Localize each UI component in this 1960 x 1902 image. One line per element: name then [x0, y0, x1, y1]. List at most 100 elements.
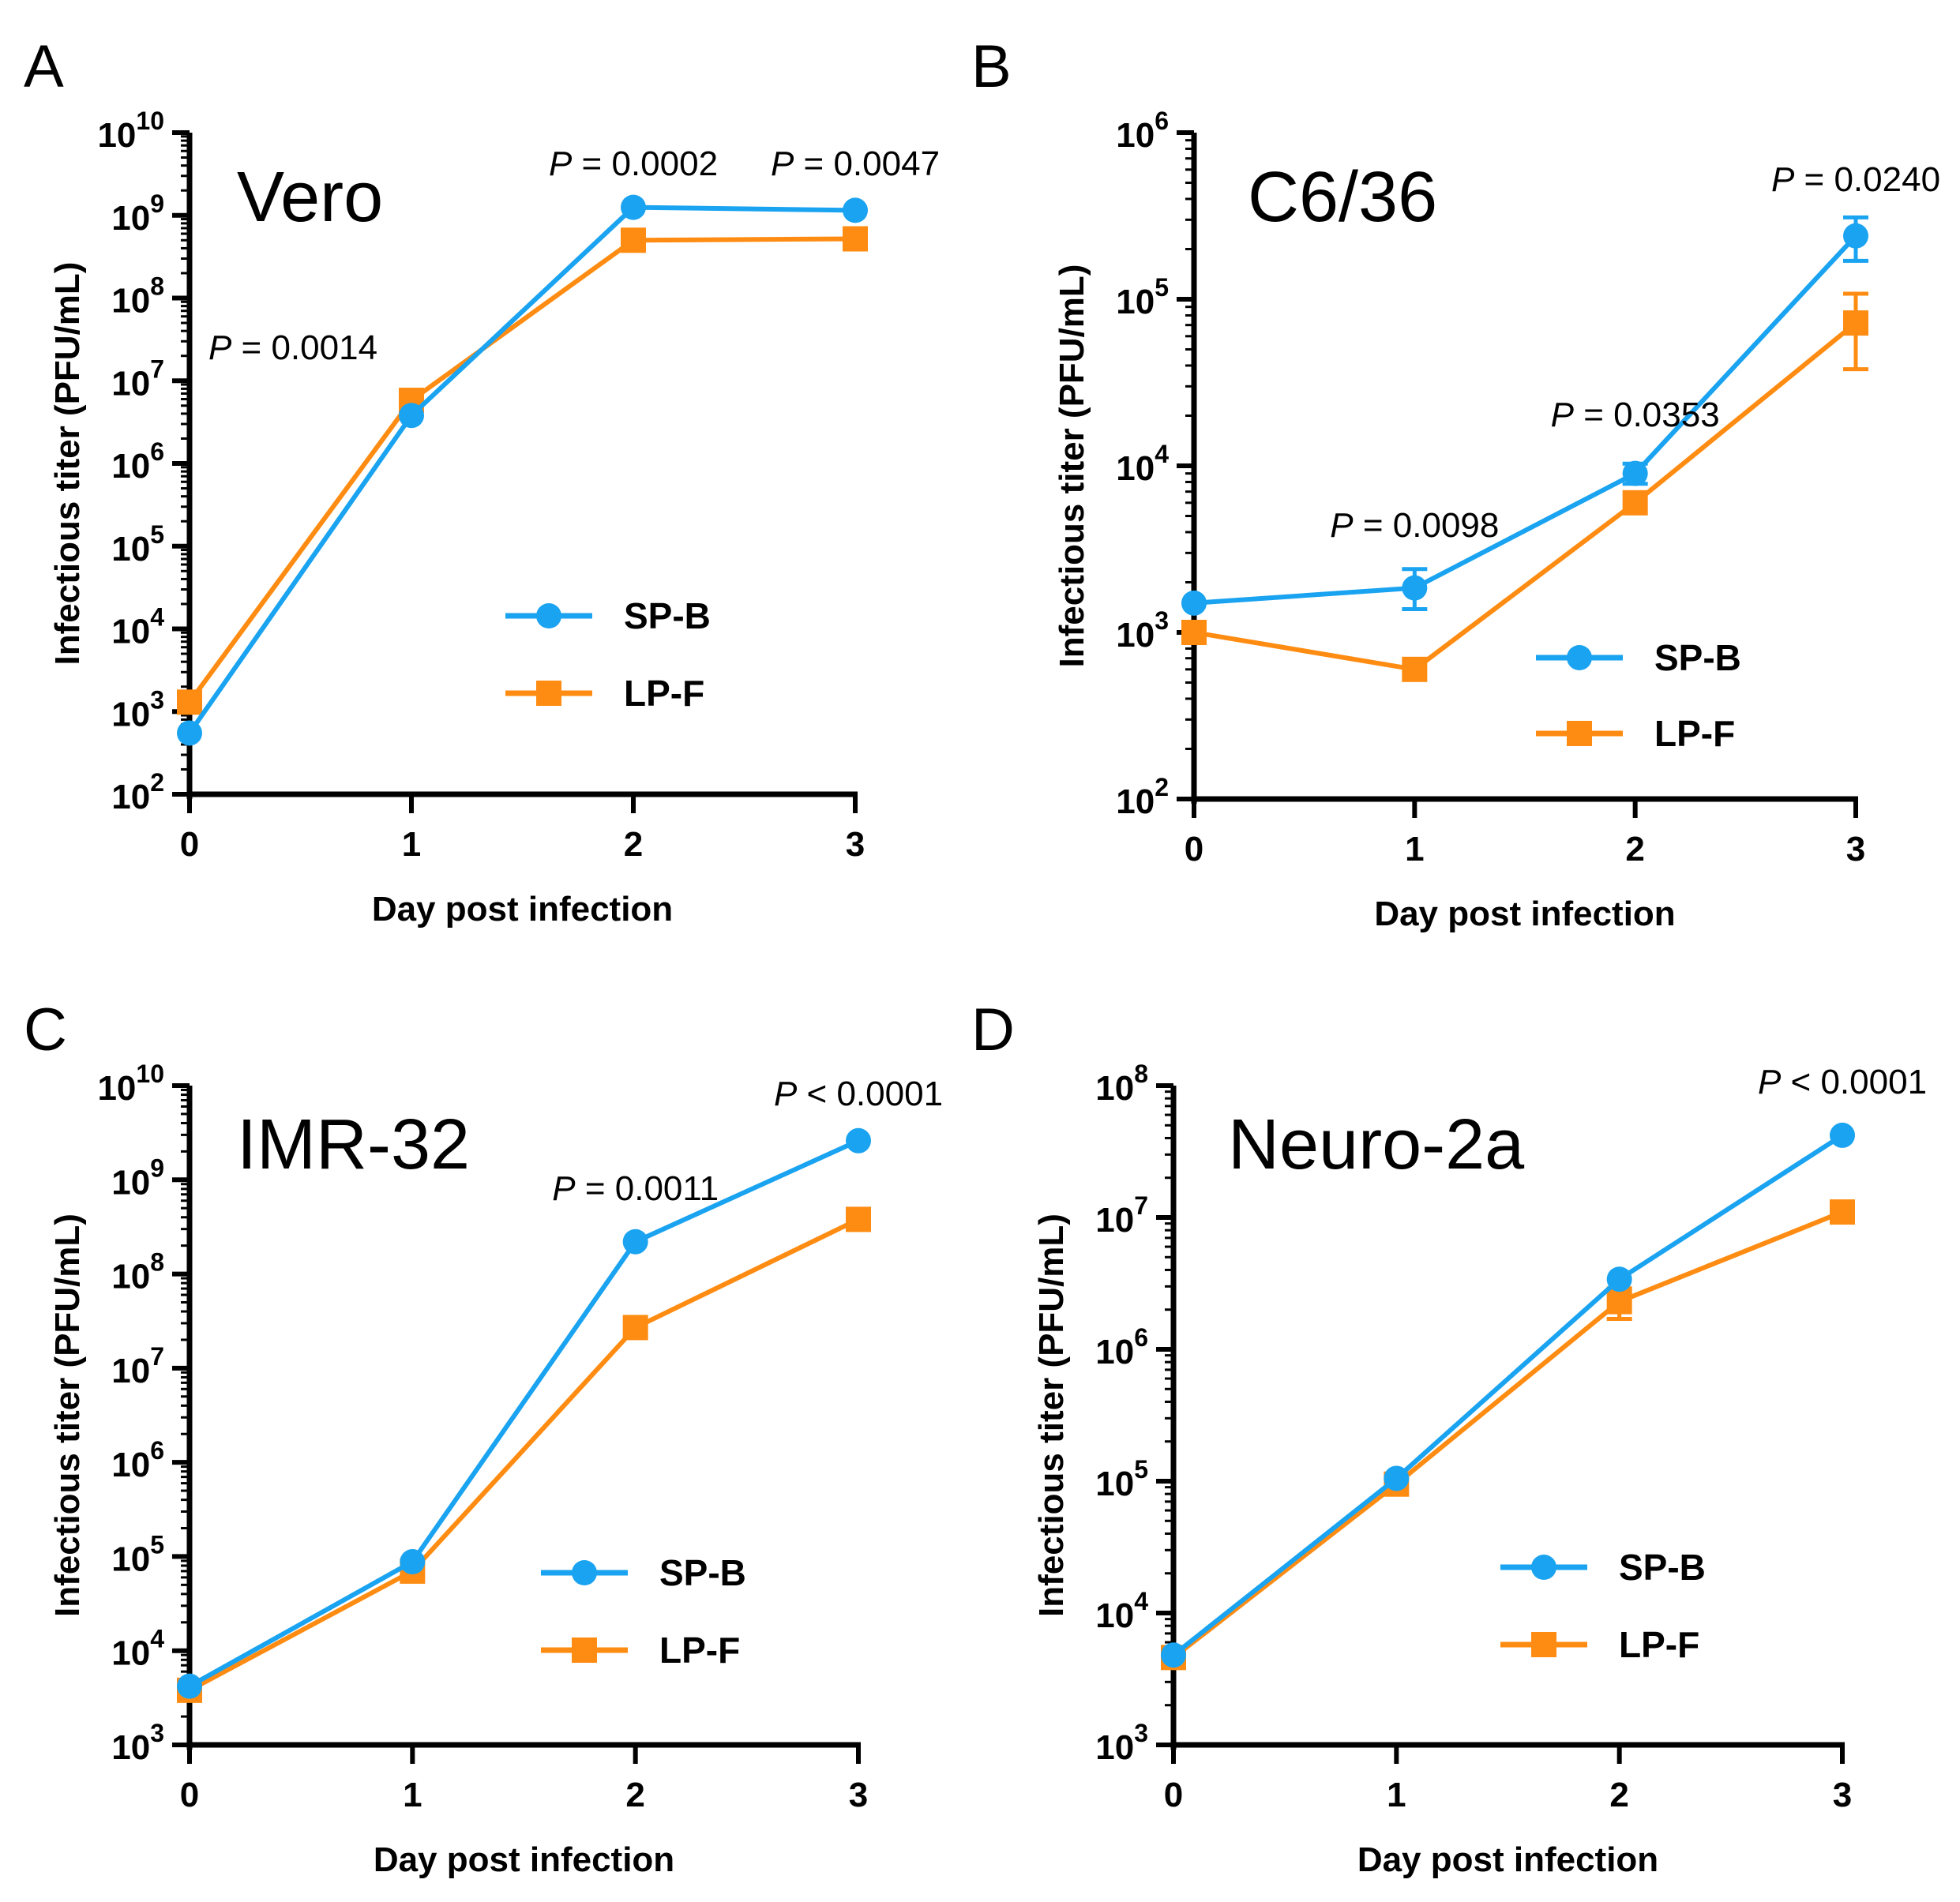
data-point: [622, 1315, 648, 1341]
y-tick-label: 109: [111, 1154, 164, 1202]
chart-panel-a: A Vero 102 103 104 105 106 107 108 109 1010 0 1 2 3 Day…: [24, 33, 940, 928]
data-point: [399, 403, 424, 429]
y-tick-label: 102: [111, 768, 164, 816]
panel-letter: C: [24, 996, 67, 1064]
data-point: [1830, 1122, 1855, 1148]
x-tick-label: 2: [624, 825, 643, 864]
series-line: [1193, 321, 1857, 672]
y-tick-label: 105: [111, 520, 164, 568]
data-point: [1181, 590, 1207, 616]
y-tick-label: 106: [1095, 1323, 1148, 1371]
legend-marker: [1531, 1555, 1556, 1580]
legend-label: SP-B: [624, 595, 711, 636]
legend: SP-B LP-F: [541, 1552, 746, 1671]
y-tick-label: 106: [1116, 107, 1169, 155]
y-axis-title: Infectious titer (PFU/mL): [48, 1214, 87, 1617]
data-point: [1830, 1199, 1855, 1225]
legend-marker: [1567, 645, 1592, 670]
data-point: [177, 1673, 202, 1699]
x-tick-label: 0: [1185, 830, 1203, 868]
x-tick-label: 3: [1846, 830, 1865, 868]
x-tick-label: 2: [1625, 830, 1644, 868]
y-tick-label: 109: [111, 189, 164, 238]
legend-label: LP-F: [659, 1630, 740, 1671]
cell-line-label: Neuro-2a: [1228, 1105, 1525, 1184]
legend-label: LP-F: [624, 673, 704, 714]
x-tick-label: 0: [180, 825, 199, 864]
y-tick-label: 104: [111, 603, 164, 651]
legend-label: SP-B: [1654, 637, 1741, 678]
panel-letter: A: [24, 33, 64, 100]
y-tick-label: 106: [111, 437, 164, 486]
x-axis-title: Day post infection: [1357, 1840, 1658, 1879]
data-point: [621, 194, 646, 220]
data-point: [843, 197, 868, 223]
p-value-annotation: P = 0.0240: [1771, 160, 1940, 199]
y-tick-label: 1010: [97, 107, 164, 155]
y-tick-label: 106: [111, 1436, 164, 1484]
x-axis-title: Day post infection: [1374, 895, 1675, 933]
y-tick-label: 103: [1116, 606, 1169, 655]
legend: SP-B LP-F: [1500, 1547, 1706, 1665]
data-point: [1606, 1289, 1632, 1315]
x-axis-title: Day post infection: [372, 890, 673, 928]
y-tick-label: 103: [1095, 1719, 1148, 1767]
data-point: [1606, 1266, 1632, 1292]
x-tick-label: 0: [1164, 1776, 1183, 1814]
y-tick-label: 104: [111, 1625, 164, 1673]
data-point: [1161, 1642, 1186, 1668]
legend: SP-B LP-F: [1536, 637, 1741, 754]
data-point: [1843, 223, 1868, 249]
y-tick-label: 105: [1116, 273, 1169, 321]
y-axis-title: Infectious titer (PFU/mL): [1053, 264, 1091, 668]
y-axis-title: Infectious titer (PFU/mL): [1032, 1214, 1071, 1617]
data-point: [400, 1549, 426, 1575]
y-tick-label: 103: [111, 685, 164, 733]
chart-panel-c: C IMR-32 103 104 105 106 107 108 109 1010 0 1 2 3 Day …: [24, 996, 943, 1879]
x-tick-label: 3: [846, 825, 865, 864]
series-sp-b: [177, 194, 868, 746]
y-tick-label: 1010: [97, 1060, 164, 1108]
data-point: [1622, 460, 1648, 486]
legend-marker: [536, 681, 561, 706]
legend: SP-B LP-F: [505, 595, 711, 714]
data-point: [1181, 620, 1207, 645]
chart-panel-d: D Neuro-2a 103 104 105 106 107 108 0 1 2 3 Day post …: [971, 996, 1927, 1879]
cell-line-label: Vero: [237, 158, 383, 237]
series-line: [188, 1139, 860, 1689]
p-value-annotation: P < 0.0001: [1758, 1063, 1927, 1101]
data-point: [622, 1229, 648, 1255]
chart-panel-b: B C6/36 102 103 104 105 106 0 1 2 3 Day post infect…: [971, 33, 1940, 933]
x-tick-label: 3: [1833, 1776, 1852, 1814]
x-tick-label: 3: [849, 1776, 868, 1814]
legend-marker: [572, 1638, 597, 1663]
legend-marker: [536, 603, 561, 628]
x-tick-label: 2: [1609, 1776, 1628, 1814]
series-lp-f: [1181, 291, 1868, 682]
y-tick-label: 108: [1095, 1060, 1148, 1108]
data-point: [177, 689, 202, 715]
panel-letter: D: [971, 996, 1015, 1064]
p-value-annotation: P = 0.0011: [552, 1169, 719, 1208]
series-sp-b: [1181, 215, 1868, 616]
x-tick-label: 1: [1405, 830, 1424, 868]
y-tick-label: 103: [111, 1719, 164, 1767]
cell-line-label: C6/36: [1248, 158, 1437, 237]
x-axis-title: Day post infection: [374, 1840, 674, 1879]
y-tick-label: 107: [111, 1342, 164, 1390]
legend-marker: [1531, 1632, 1556, 1657]
legend-label: SP-B: [1619, 1547, 1706, 1588]
p-value-annotation: P = 0.0353: [1551, 396, 1720, 434]
y-tick-label: 102: [1116, 773, 1169, 821]
data-point: [621, 227, 646, 253]
data-point: [846, 1206, 871, 1232]
y-tick-label: 104: [1116, 440, 1169, 488]
y-tick-label: 108: [111, 272, 164, 321]
series-lp-f: [177, 226, 868, 715]
y-tick-label: 105: [111, 1530, 164, 1578]
series-line: [187, 236, 856, 704]
data-point: [177, 720, 202, 746]
p-value-annotation: P = 0.0014: [208, 328, 377, 367]
y-tick-label: 105: [1095, 1455, 1148, 1503]
